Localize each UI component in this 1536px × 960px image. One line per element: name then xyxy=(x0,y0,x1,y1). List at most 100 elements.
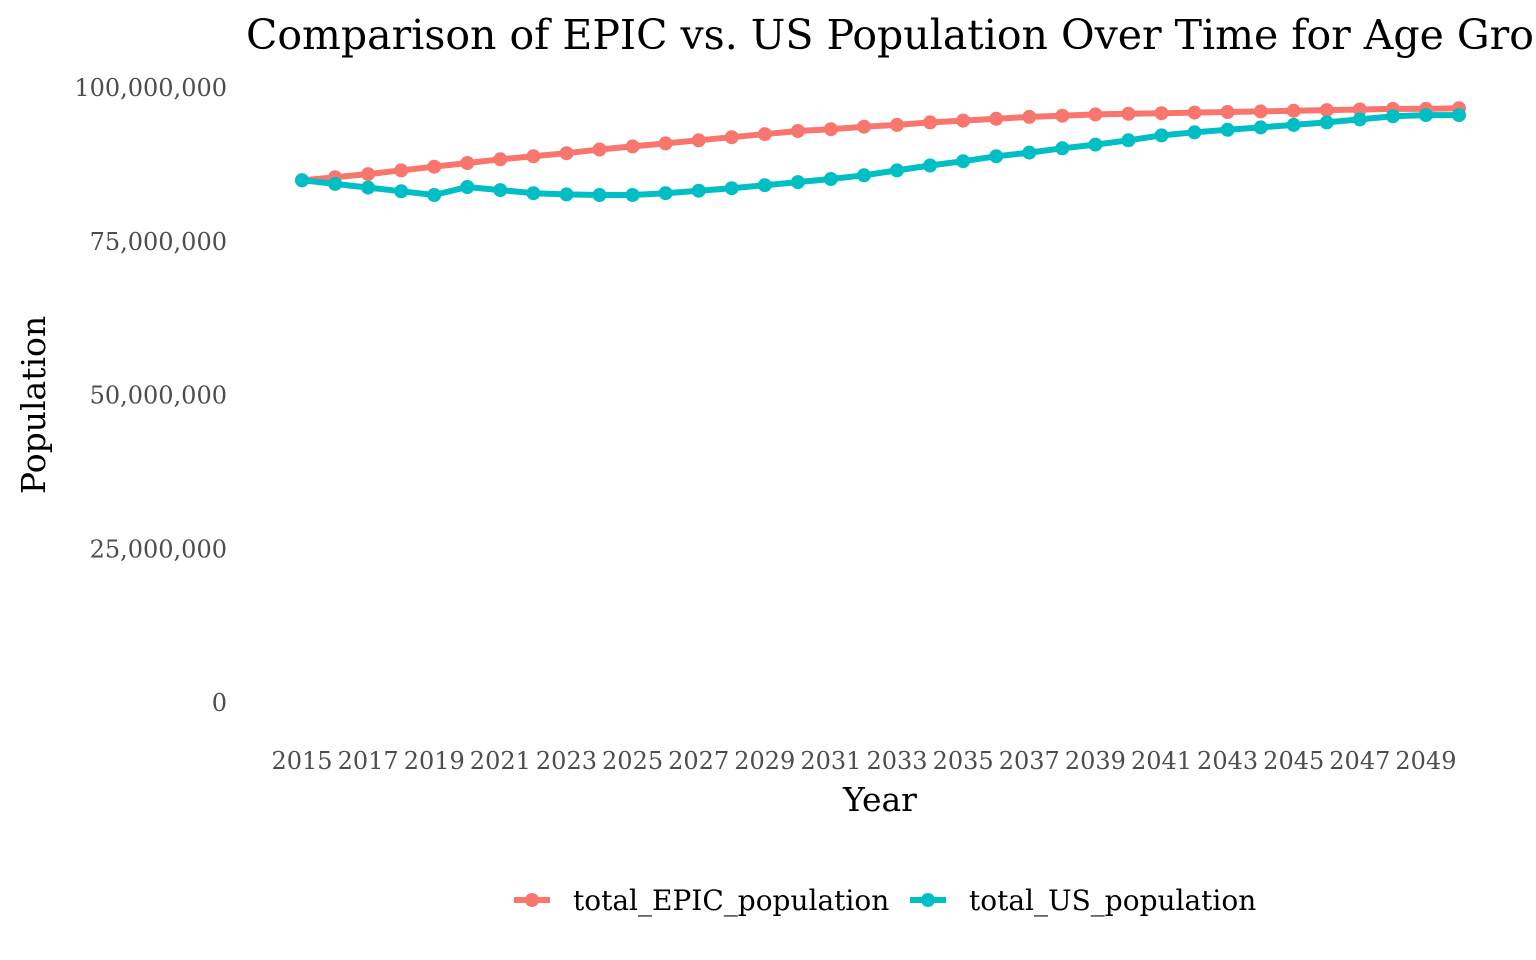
data-point xyxy=(1055,108,1070,123)
series-layer xyxy=(295,101,1466,202)
data-point xyxy=(790,124,805,138)
x-tick-label: 2043 xyxy=(1197,747,1258,775)
data-point xyxy=(1352,102,1367,117)
data-point xyxy=(559,146,574,161)
data-point xyxy=(1286,103,1301,118)
data-point xyxy=(1055,141,1070,156)
legend-key-point xyxy=(525,893,539,907)
data-point xyxy=(460,180,475,194)
data-point xyxy=(890,163,904,178)
x-tick-label: 2033 xyxy=(866,747,927,775)
data-point xyxy=(1154,128,1169,143)
series-total_EPIC_population xyxy=(295,101,1466,188)
data-point xyxy=(956,113,971,128)
data-point xyxy=(1187,125,1202,140)
data-point xyxy=(923,115,938,130)
data-point xyxy=(1286,117,1301,132)
data-point xyxy=(625,139,640,154)
x-tick-label: 2023 xyxy=(536,747,597,775)
y-tick-label: 25,000,000 xyxy=(90,535,227,563)
y-axis-ticks: 0 25,000,000 50,000,000 75,000,000 100,000,0… xyxy=(74,74,227,717)
data-point xyxy=(989,149,1004,164)
x-tick-label: 2019 xyxy=(404,747,465,775)
chart-title: Comparison of EPIC vs. US Population Ove… xyxy=(246,11,1534,59)
series-line xyxy=(299,105,1462,184)
data-point xyxy=(1385,109,1400,124)
x-tick-label: 2031 xyxy=(800,747,861,775)
x-tick-label: 2027 xyxy=(668,747,729,775)
data-point xyxy=(923,158,938,173)
data-point xyxy=(956,154,971,169)
data-point xyxy=(592,142,607,157)
data-point xyxy=(427,159,442,174)
data-point xyxy=(1220,122,1235,137)
y-tick-label: 0 xyxy=(212,689,227,717)
x-axis-ticks: 2015 2017 2019 2021 2023 2025 2027 2029 2031 2033… xyxy=(271,747,1456,775)
legend-key-point xyxy=(921,893,935,907)
data-point xyxy=(1253,120,1268,135)
data-point xyxy=(295,173,309,188)
data-point xyxy=(857,168,871,183)
data-point xyxy=(890,117,904,132)
data-point xyxy=(1154,106,1169,121)
data-point xyxy=(1253,104,1268,119)
data-point xyxy=(857,119,871,134)
x-tick-label: 2047 xyxy=(1329,747,1390,775)
data-point xyxy=(823,172,838,186)
y-axis-title: Population xyxy=(14,316,53,494)
data-point xyxy=(625,188,640,202)
legend-label: total_US_population xyxy=(969,884,1256,917)
data-point xyxy=(724,130,739,145)
data-point xyxy=(328,176,343,191)
legend-item: total_EPIC_population xyxy=(514,884,889,917)
data-point xyxy=(724,181,739,196)
legend: total_EPIC_population total_US_population xyxy=(514,884,1256,917)
data-point xyxy=(493,183,508,198)
x-tick-label: 2045 xyxy=(1263,747,1324,775)
data-point xyxy=(1452,108,1466,123)
x-axis-title: Year xyxy=(842,780,917,819)
x-tick-label: 2029 xyxy=(734,747,795,775)
data-point xyxy=(823,122,838,137)
x-tick-label: 2049 xyxy=(1395,747,1456,775)
x-tick-label: 2015 xyxy=(271,747,332,775)
data-point xyxy=(658,136,673,151)
data-point xyxy=(361,167,376,182)
y-tick-label: 75,000,000 xyxy=(90,228,227,256)
data-point xyxy=(559,187,574,202)
legend-label: total_EPIC_population xyxy=(573,884,889,917)
x-tick-label: 2025 xyxy=(602,747,663,775)
data-point xyxy=(1352,112,1367,127)
data-point xyxy=(526,149,541,164)
data-point xyxy=(1121,106,1136,121)
data-point xyxy=(1220,105,1235,119)
data-point xyxy=(1121,133,1136,148)
data-point xyxy=(1187,105,1202,120)
data-point xyxy=(757,178,772,193)
legend-item: total_US_population xyxy=(910,884,1256,917)
x-tick-label: 2039 xyxy=(1065,747,1126,775)
data-point xyxy=(691,183,706,198)
x-tick-label: 2021 xyxy=(470,747,531,775)
data-point xyxy=(757,127,772,142)
data-point xyxy=(460,156,475,170)
data-point xyxy=(790,175,805,190)
data-point xyxy=(691,133,706,148)
data-point xyxy=(1418,108,1433,123)
data-point xyxy=(658,186,673,201)
data-point xyxy=(1319,103,1334,118)
series-total_US_population xyxy=(295,108,1466,202)
x-tick-label: 2037 xyxy=(999,747,1060,775)
x-tick-label: 2035 xyxy=(933,747,994,775)
x-tick-label: 2041 xyxy=(1131,747,1192,775)
data-point xyxy=(394,184,409,199)
data-point xyxy=(526,186,541,201)
data-point xyxy=(1022,145,1037,160)
data-point xyxy=(427,188,442,202)
data-point xyxy=(493,152,508,167)
data-point xyxy=(1088,137,1103,152)
x-tick-label: 2017 xyxy=(338,747,399,775)
data-point xyxy=(1022,109,1037,124)
data-point xyxy=(1088,107,1103,122)
